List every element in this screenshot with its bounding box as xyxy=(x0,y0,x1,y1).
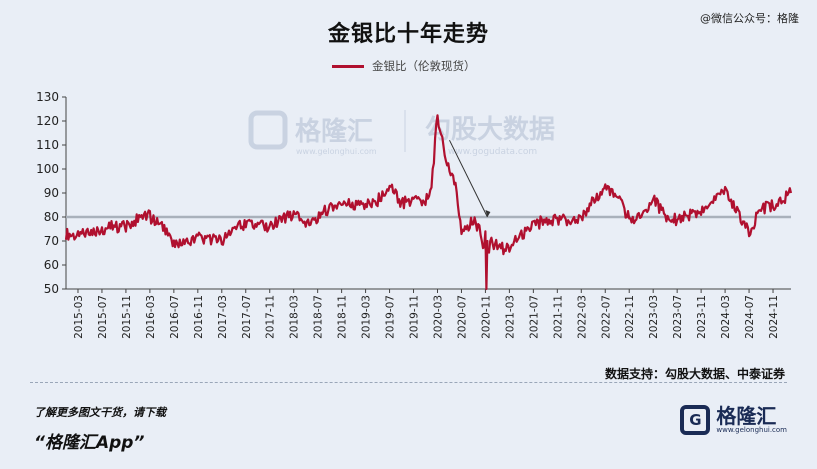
x-tick-label: 2022-11 xyxy=(624,295,636,339)
x-tick-label: 2017-07 xyxy=(241,295,253,339)
logo-text: 格隆汇 xyxy=(716,404,777,428)
x-tick-label: 2019-03 xyxy=(361,295,373,339)
x-tick-label: 2022-03 xyxy=(576,295,588,339)
x-tick-label: 2020-11 xyxy=(480,295,492,339)
x-tick-label: 2020-03 xyxy=(432,295,444,339)
chart-title: 金银比十年走势 xyxy=(327,22,489,47)
x-tick-label: 2022-07 xyxy=(600,295,612,339)
promo-app-name: “格隆汇App” xyxy=(34,433,145,453)
x-tick-label: 2018-03 xyxy=(289,295,301,339)
y-tick-label: 100 xyxy=(36,162,59,176)
x-tick-label: 2015-07 xyxy=(97,295,109,339)
y-tick-label: 80 xyxy=(44,210,59,224)
annotation-arrow-line xyxy=(449,139,488,218)
y-tick-label: 70 xyxy=(44,234,59,248)
x-tick-label: 2016-11 xyxy=(193,295,205,339)
logo-url: www.gelonghui.com xyxy=(716,426,787,434)
x-tick-label: 2021-07 xyxy=(528,295,540,339)
axes-group: 50 60 70 80 90 100 110 120 130 2015-03 2015-07 2015… xyxy=(36,90,791,339)
gelonghui-watermark-logo xyxy=(248,110,288,150)
gogudata-watermark-url: www.gogudata.com xyxy=(448,147,537,157)
x-tick-label: 2019-07 xyxy=(385,295,397,339)
y-tick-label: 90 xyxy=(44,186,59,200)
x-tick-label: 2024-11 xyxy=(768,295,780,339)
footer-divider xyxy=(30,382,787,383)
x-tick-label: 2015-03 xyxy=(73,295,85,339)
x-tick-label: 2023-07 xyxy=(672,295,684,339)
legend-label: 金银比（伦敦现货） xyxy=(372,59,476,73)
y-tick-label: 110 xyxy=(36,138,59,152)
x-tick-label: 2020-07 xyxy=(456,295,468,339)
x-tick-label: 2018-07 xyxy=(313,295,325,339)
x-tick-label: 2017-03 xyxy=(217,295,229,339)
wechat-watermark: @微信公众号：格隆 xyxy=(700,12,799,25)
gelonghui-watermark-url: www.gelonghui.com xyxy=(296,147,377,156)
x-tick-label: 2015-11 xyxy=(121,295,133,339)
gelonghui-watermark-text: 格隆汇 xyxy=(295,116,373,147)
x-tick-label: 2021-11 xyxy=(552,295,564,339)
legend-swatch xyxy=(332,64,364,68)
promo-text: 了解更多图文干货，请下载 xyxy=(34,406,166,419)
y-tick-label: 130 xyxy=(36,90,59,104)
y-tick-label: 60 xyxy=(44,258,59,272)
x-tick-label: 2023-11 xyxy=(696,295,708,339)
x-tick-label: 2018-11 xyxy=(337,295,349,339)
x-tick-label: 2021-03 xyxy=(504,295,516,339)
x-tick-label: 2023-03 xyxy=(648,295,660,339)
data-source: 数据支持：勾股大数据、中泰证券 xyxy=(604,367,785,381)
gelonghui-logo[interactable]: G 格隆汇 www.gelonghui.com xyxy=(680,405,787,435)
x-tick-label: 2019-11 xyxy=(409,295,421,339)
x-tick-label: 2024-07 xyxy=(744,295,756,339)
x-tick-label: 2016-03 xyxy=(145,295,157,339)
y-tick-label: 120 xyxy=(36,114,59,128)
logo-g-icon: G xyxy=(680,405,711,435)
x-tick-label: 2016-07 xyxy=(169,295,181,339)
x-tick-label: 2017-11 xyxy=(265,295,277,339)
plot-group xyxy=(64,114,793,291)
annotation-arrow-head xyxy=(485,210,491,217)
y-tick-label: 50 xyxy=(44,282,59,296)
watermark-group: 格隆汇 www.gelonghui.com 勾股大数据 www.gogudata… xyxy=(248,110,555,157)
gogudata-watermark-text: 勾股大数据 xyxy=(425,115,555,145)
x-tick-label: 2024-03 xyxy=(720,295,732,339)
chart-legend: 金银比（伦敦现货） xyxy=(332,58,476,74)
gold-silver-ratio-line xyxy=(64,114,793,291)
